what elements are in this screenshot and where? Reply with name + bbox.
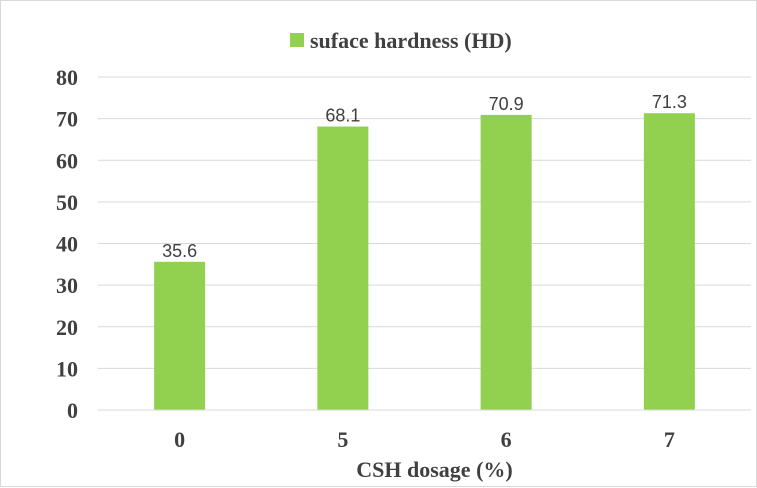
y-tick-label: 20 [56,315,78,340]
x-axis-title: CSH dosage (%) [356,457,512,482]
y-tick-label: 40 [56,232,78,257]
y-axis-ticks: 0 10 20 30 40 50 60 70 80 [56,65,78,423]
y-tick-label: 50 [56,190,78,215]
y-tick-label: 70 [56,107,78,132]
x-tick-label: 0 [174,427,185,452]
x-axis-ticks: 0 5 6 7 [174,427,675,452]
y-tick-label: 80 [56,65,78,90]
legend-swatch [290,33,304,47]
y-tick-label: 10 [56,356,78,381]
x-tick-label: 6 [501,427,512,452]
x-tick-label: 7 [664,427,675,452]
data-label: 68.1 [325,106,360,126]
data-label: 35.6 [162,241,197,261]
y-tick-label: 30 [56,273,78,298]
bar [154,261,206,410]
data-label: 71.3 [652,92,687,112]
bar [317,126,369,410]
y-tick-label: 0 [67,398,78,423]
gridlines [98,76,751,369]
bar [643,113,695,411]
bars [154,113,695,411]
legend-label: suface hardness (HD) [310,28,512,53]
y-tick-label: 60 [56,148,78,173]
bar [480,114,532,410]
legend: suface hardness (HD) [290,28,512,53]
data-label: 70.9 [489,94,524,114]
data-labels: 35.6 68.1 70.9 71.3 [162,92,687,261]
x-tick-label: 5 [337,427,348,452]
